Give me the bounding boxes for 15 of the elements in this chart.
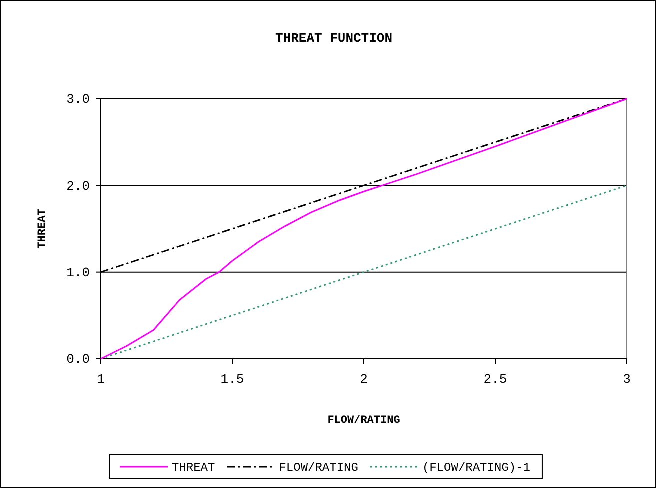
x-tick-label: 2: [360, 372, 368, 388]
x-tick-label: 1: [97, 372, 106, 388]
y-tick-label: 2.0: [66, 178, 90, 194]
x-tick-label: 3: [623, 372, 631, 388]
y-tick-label: 1.0: [66, 265, 90, 280]
legend-label: THREAT: [172, 461, 216, 475]
x-axis-title: FLOW/RATING: [328, 415, 401, 427]
x-tick-label: 1.5: [220, 372, 244, 388]
chart-title: THREAT FUNCTION: [275, 31, 393, 46]
legend-label: (FLOW/RATING)-1: [422, 461, 530, 475]
x-tick-label: 2.5: [484, 372, 508, 388]
y-axis-title: THREAT: [37, 208, 49, 249]
legend-label: FLOW/RATING: [279, 461, 358, 475]
y-tick-label: 0.0: [66, 352, 90, 368]
y-tick-label: 3.0: [66, 92, 90, 108]
